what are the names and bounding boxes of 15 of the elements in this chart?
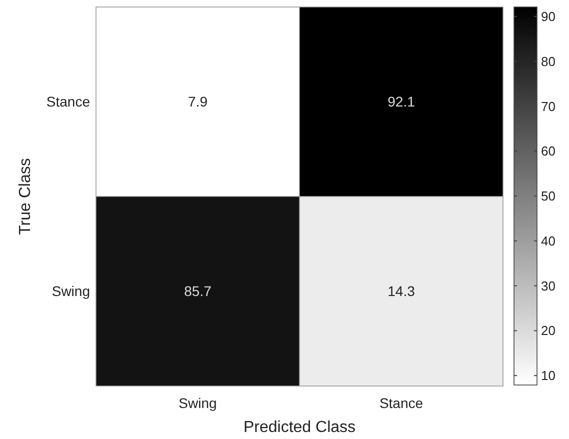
color-bar-label: 60 (541, 144, 556, 159)
color-bar-label: 10 (541, 368, 556, 384)
color-bar-label: 70 (541, 98, 556, 114)
color-bar-label: 40 (541, 233, 556, 248)
color-bar-label: 50 (541, 188, 556, 204)
data-label: 14.3 (388, 283, 416, 300)
data-label: 85.7 (184, 283, 212, 300)
color-bar-label: 80 (541, 54, 556, 69)
color-bar-label: 30 (541, 278, 556, 294)
data-label: 92.1 (388, 94, 416, 110)
data-label: 7.9 (188, 94, 208, 110)
x-axis-title: Predicted Class (243, 419, 356, 436)
y-axis-title: True Class (17, 158, 34, 235)
color-bar-label: 90 (541, 8, 556, 24)
color-bar-label: 20 (541, 323, 556, 338)
